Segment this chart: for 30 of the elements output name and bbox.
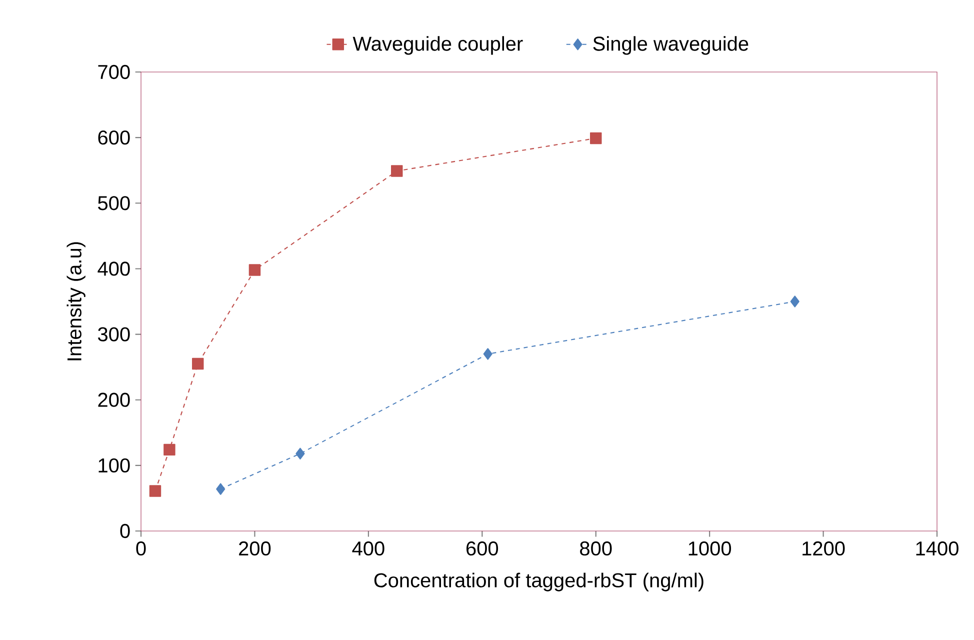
x-tick-label: 1000 (688, 541, 732, 556)
x-tick-label: 1200 (802, 541, 845, 556)
point (390, 165, 403, 177)
legend-label: Waveguide coupler (352, 36, 523, 55)
x-axis-title: Concentration of tagged-rbST (ng/ml) (374, 572, 704, 592)
x-tick-label: 600 (466, 541, 498, 556)
y-tick-label: 700 (98, 64, 130, 80)
point (164, 444, 176, 456)
point (149, 485, 162, 497)
point (790, 296, 800, 308)
point (192, 358, 204, 370)
point (590, 132, 602, 144)
y-tick-label: 400 (98, 262, 130, 276)
point (248, 264, 261, 276)
y-tick-label: 500 (98, 196, 130, 210)
point (216, 483, 226, 495)
y-tick-label: 0 (120, 524, 130, 538)
y-tick-label: 200 (98, 392, 130, 407)
x-tick-label: 0 (136, 541, 146, 556)
point (296, 448, 305, 460)
point (483, 348, 492, 360)
x-tick-label: 400 (352, 541, 384, 556)
x-tick-label: 200 (239, 541, 271, 556)
y-axis-title: Intensity (a.u) (66, 242, 86, 360)
y-tick-label: 300 (98, 327, 130, 342)
x-tick-label: 800 (580, 541, 612, 556)
y-tick-label: 100 (98, 458, 130, 473)
x-tick-label: 1400 (916, 541, 958, 556)
legend-label: Single waveguide (593, 36, 748, 55)
y-tick-label: 600 (98, 130, 130, 145)
